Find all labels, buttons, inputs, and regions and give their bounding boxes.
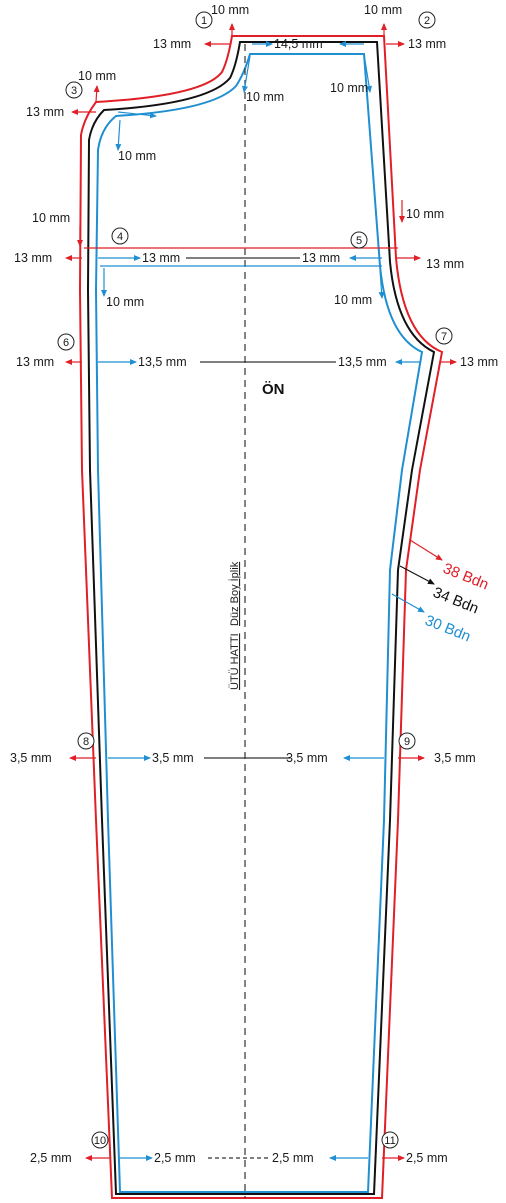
pattern-title: ÖN [262, 381, 285, 398]
label-p3-inner: 10 mm [118, 149, 156, 163]
label-side-right: 10 mm [406, 207, 444, 221]
label-p11-inner: 2,5 mm [272, 1151, 314, 1165]
point-7-number: 7 [441, 331, 447, 343]
label-side-left: 10 mm [32, 211, 70, 225]
point-6-number: 6 [63, 337, 69, 349]
point-11-number: 11 [384, 1135, 395, 1147]
label-p7-right: 13 mm [460, 355, 498, 369]
label-p10-left: 2,5 mm [30, 1151, 72, 1165]
point-9-number: 9 [404, 736, 410, 748]
label-p4-left: 13 mm [14, 251, 52, 265]
point-2-circle [418, 11, 436, 29]
label-p7-inner: 13,5 mm [338, 355, 387, 369]
point-8-number: 8 [83, 736, 89, 748]
point-9-circle [398, 732, 416, 750]
label-p8-inner: 3,5 mm [152, 751, 194, 765]
label-p2-inner: 10 mm [330, 81, 368, 95]
point-10-circle [91, 1131, 109, 1149]
point-2-number: 2 [424, 15, 430, 27]
label-p2-top: 10 mm [364, 3, 402, 17]
point-5-circle [350, 231, 368, 249]
label-p3-top: 10 mm [78, 69, 116, 83]
label-p1-left: 13 mm [153, 37, 191, 51]
grain-line-text: ÜTÜ HATTI Düz Boy İplik [228, 561, 241, 690]
label-p4-inner: 13 mm [142, 251, 180, 265]
label-p2-right: 13 mm [408, 37, 446, 51]
point-3-number: 3 [71, 85, 77, 97]
point-7-circle [435, 327, 453, 345]
label-p6-left: 13 mm [16, 355, 54, 369]
point-3-circle [65, 81, 83, 99]
grain-text-part2: Düz Boy İplik [228, 561, 241, 626]
point-4-number: 4 [117, 231, 123, 243]
label-p1-inner: 10 mm [246, 90, 284, 104]
label-p10-inner: 2,5 mm [154, 1151, 196, 1165]
measurement-labels: 10 mm 13 mm 14,5 mm 10 mm 13 mm 10 mm 10… [10, 3, 498, 1165]
label-p11-right: 2,5 mm [406, 1151, 448, 1165]
point-6-circle [57, 333, 75, 351]
measure-lines [65, 23, 457, 1161]
point-1-circle [195, 11, 213, 29]
size-legend: 38 Bdn 34 Bdn 30 Bdn [423, 560, 491, 646]
size-label-30: 30 Bdn [423, 612, 473, 646]
label-p5-below: 10 mm [334, 293, 372, 307]
label-p6-inner: 13,5 mm [138, 355, 187, 369]
point-8-circle [77, 732, 95, 750]
point-markers [57, 11, 453, 1149]
outline-size-30 [94, 53, 424, 1193]
label-p9-right: 3,5 mm [434, 751, 476, 765]
grain-text-part1: ÜTÜ HATTI [229, 633, 241, 690]
point-10-number: 10 [94, 1135, 106, 1147]
label-p8-left: 3,5 mm [10, 751, 52, 765]
label-p5-inner: 13 mm [302, 251, 340, 265]
outline-size-34 [86, 41, 436, 1195]
label-p1-right: 14,5 mm [274, 37, 323, 51]
point-11-circle [381, 1131, 399, 1149]
label-p5-right: 13 mm [426, 257, 464, 271]
point-4-circle [111, 227, 129, 245]
point-5-number: 5 [356, 235, 362, 247]
point-1-number: 1 [201, 15, 207, 27]
label-p4-below: 10 mm [106, 295, 144, 309]
label-p1-top: 10 mm [211, 3, 249, 17]
label-p3-left: 13 mm [26, 105, 64, 119]
label-p9-inner: 3,5 mm [286, 751, 328, 765]
outline-size-38 [78, 35, 444, 1199]
point-numbers: 1 2 3 4 5 6 7 8 9 10 11 [63, 15, 447, 1147]
